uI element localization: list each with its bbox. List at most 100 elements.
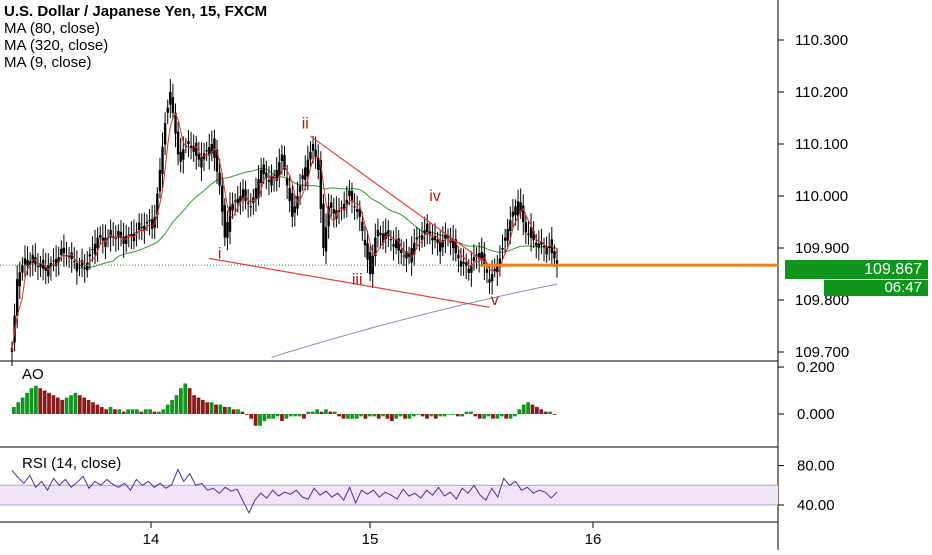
ao-bar bbox=[306, 411, 311, 414]
lower-trendline bbox=[209, 257, 490, 308]
ao-bar bbox=[293, 414, 298, 417]
x-tick-label: 16 bbox=[585, 531, 602, 548]
candle-body bbox=[516, 201, 520, 217]
candle-body bbox=[509, 220, 512, 231]
ao-bar bbox=[227, 406, 232, 414]
ao-bar bbox=[433, 414, 438, 419]
candle-body bbox=[301, 175, 304, 180]
candle-body bbox=[262, 164, 265, 174]
ao-bar bbox=[86, 399, 91, 414]
legend-ma320: MA (320, close) bbox=[4, 37, 109, 54]
candle-body bbox=[464, 262, 468, 267]
ao-bar bbox=[165, 404, 170, 414]
candle-body bbox=[171, 97, 175, 113]
x-tick-label: 14 bbox=[143, 531, 160, 548]
candle-body bbox=[88, 254, 92, 257]
candle-body bbox=[350, 191, 354, 202]
candle-body bbox=[324, 227, 328, 252]
candle-body bbox=[267, 180, 271, 182]
ao-bar bbox=[425, 414, 429, 419]
ao-bar bbox=[29, 388, 34, 414]
ao-bar bbox=[192, 395, 196, 414]
ao-bar bbox=[12, 406, 16, 414]
ao-bar bbox=[179, 388, 183, 414]
ao-pane-label: AO bbox=[22, 366, 44, 383]
candle-body bbox=[483, 253, 486, 267]
candle-body bbox=[280, 154, 284, 162]
candle-body bbox=[166, 107, 169, 113]
candle-body bbox=[462, 261, 465, 264]
ao-bar bbox=[508, 414, 513, 419]
candle-body bbox=[57, 257, 60, 263]
ao-bar bbox=[117, 409, 122, 414]
wave-label: i bbox=[218, 245, 222, 262]
y-tick-label: 109.700 bbox=[795, 344, 849, 361]
candle-body bbox=[436, 239, 439, 243]
ao-bar bbox=[341, 414, 346, 419]
candle-body bbox=[555, 260, 559, 264]
symbol-title: U.S. Dollar / Japanese Yen, 15, FXCM bbox=[4, 3, 268, 20]
candle-body bbox=[503, 237, 507, 241]
candle-body bbox=[477, 253, 481, 260]
candle-body bbox=[519, 202, 522, 212]
candle-body bbox=[283, 155, 286, 170]
ao-bar bbox=[152, 411, 157, 414]
candle-body bbox=[498, 258, 502, 266]
candle-body bbox=[179, 151, 182, 162]
candle-body bbox=[366, 243, 369, 260]
candle-body bbox=[457, 254, 460, 259]
candle-body bbox=[317, 157, 320, 170]
candle-body bbox=[109, 229, 112, 238]
ao-bar bbox=[148, 409, 152, 414]
candle-body bbox=[104, 237, 107, 248]
ao-bar bbox=[368, 414, 372, 417]
candle-body bbox=[226, 222, 229, 238]
candle-body bbox=[135, 232, 138, 234]
candle-body bbox=[189, 145, 193, 148]
candle-body bbox=[275, 170, 278, 181]
candle-body bbox=[54, 259, 58, 266]
candle-body bbox=[117, 230, 120, 238]
candle-body bbox=[439, 241, 442, 252]
candle-body bbox=[163, 123, 167, 145]
ao-bar bbox=[121, 411, 126, 414]
candle-body bbox=[327, 206, 330, 227]
candle-body bbox=[91, 249, 94, 251]
candle-body bbox=[548, 246, 551, 248]
ao-bar bbox=[491, 414, 495, 419]
ao-bar bbox=[205, 402, 210, 414]
ao-bar bbox=[209, 402, 214, 414]
ao-bar bbox=[442, 414, 447, 417]
candle-body bbox=[493, 268, 496, 271]
candle-body bbox=[389, 239, 393, 241]
candle-body bbox=[49, 262, 53, 267]
candle-body bbox=[490, 274, 494, 282]
candle-body bbox=[246, 202, 250, 204]
candle-body bbox=[28, 261, 32, 265]
y-tick-label: 109.900 bbox=[795, 240, 849, 257]
candle-body bbox=[130, 234, 133, 237]
candle-body bbox=[423, 230, 426, 234]
y-tick-label: 110.100 bbox=[795, 136, 848, 153]
candle-body bbox=[418, 236, 421, 238]
candle-body bbox=[472, 257, 476, 261]
candle-body bbox=[249, 206, 252, 208]
y-tick-label: 110.200 bbox=[795, 84, 848, 101]
ao-bar bbox=[363, 414, 368, 419]
candle-body bbox=[384, 232, 387, 240]
ao-bar bbox=[91, 402, 95, 414]
ao-bar bbox=[42, 390, 47, 414]
ao-bar bbox=[187, 388, 192, 414]
upper-trendline bbox=[310, 135, 488, 265]
ao-bar bbox=[552, 414, 557, 415]
candle-body bbox=[524, 222, 528, 233]
candle-body bbox=[60, 248, 63, 256]
ao-bar bbox=[280, 414, 284, 422]
candle-body bbox=[501, 248, 504, 250]
rsi-y-tick-label: 80.00 bbox=[797, 458, 835, 475]
ao-bar bbox=[262, 414, 267, 422]
ao-bar bbox=[359, 414, 363, 417]
candle-body bbox=[93, 243, 97, 255]
